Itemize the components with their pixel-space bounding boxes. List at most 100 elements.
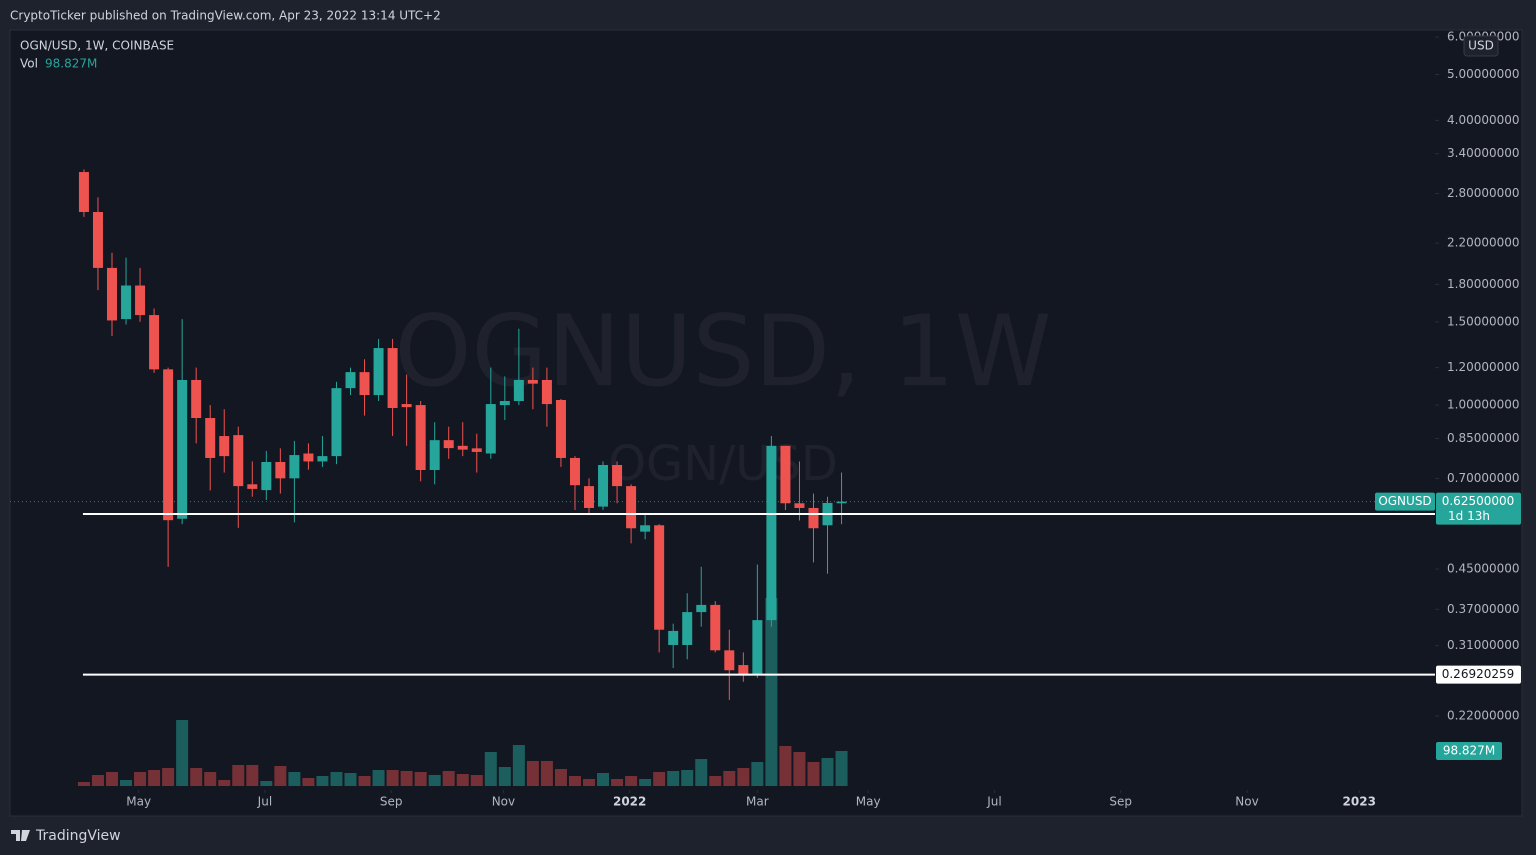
candle-layer [78, 169, 847, 700]
volume-bar [120, 780, 133, 786]
candle-body [499, 401, 510, 406]
candle-body [359, 372, 370, 396]
volume-bar [597, 773, 610, 786]
volume-bar [653, 772, 666, 786]
candle-body [317, 456, 328, 462]
y-tick-label: 1.00000000 [1447, 398, 1520, 412]
candle-body [808, 507, 819, 529]
candle-body [177, 379, 188, 519]
volume-bar [77, 781, 90, 786]
candle-body [527, 379, 538, 384]
candle-body [794, 503, 805, 508]
candle-body [387, 348, 398, 408]
last-price-name-tag [1375, 492, 1435, 511]
x-tick-label: Sep [1109, 795, 1132, 809]
volume-bar [807, 761, 820, 786]
candle-body [780, 445, 791, 504]
candle-body [696, 604, 707, 613]
footer-logo [11, 830, 30, 841]
symbol-legend: OGN/USD, 1W, COINBASE [20, 39, 174, 53]
volume-bar [526, 760, 539, 786]
x-tick-label: Nov [1235, 795, 1258, 809]
candle-body [724, 650, 735, 671]
volume-bar [779, 745, 792, 786]
candle-body [654, 525, 665, 630]
candle-body [163, 369, 174, 521]
volume-bar [540, 760, 553, 786]
volume-legend-title: Vol [20, 57, 38, 71]
volume-bar [316, 776, 329, 786]
candle-body [106, 267, 117, 321]
publish-header: CryptoTicker published on TradingView.co… [10, 9, 441, 23]
candle-body [612, 464, 623, 487]
candle-body [191, 379, 202, 419]
candle-body [275, 461, 286, 479]
x-tick-label: Jul [257, 795, 272, 809]
volume-bar [793, 752, 806, 786]
volume-bar [386, 769, 399, 786]
volume-bar [751, 761, 764, 786]
volume-bar [414, 772, 427, 786]
y-tick-label: 1.80000000 [1447, 277, 1520, 291]
candle-body [710, 604, 721, 651]
candle-body [415, 405, 426, 471]
candle-body [205, 418, 216, 458]
volume-bar [568, 776, 581, 786]
candle-body [219, 436, 230, 457]
candle-body [121, 285, 132, 320]
volume-bar [695, 759, 708, 786]
volume-bar [344, 773, 357, 786]
volume-bar [372, 769, 385, 786]
x-tick-label: May [856, 795, 881, 809]
candle-body [738, 665, 749, 676]
candle-body [584, 486, 595, 508]
candle-body [668, 630, 679, 645]
candle-body [640, 525, 651, 532]
candle-body [626, 486, 637, 529]
volume-bar [134, 772, 147, 786]
footer-brand: TradingView [35, 828, 121, 844]
logo-icon [11, 830, 30, 841]
candle-body [303, 453, 314, 462]
currency-button[interactable] [1463, 35, 1499, 57]
x-tick-label: 2023 [1343, 795, 1376, 809]
y-tick-label: 0.22000000 [1447, 709, 1520, 723]
volume-bar [442, 770, 455, 786]
candle-body [766, 445, 777, 621]
candle-body [457, 445, 468, 450]
volume-bar [681, 769, 694, 786]
candle-body [569, 457, 580, 486]
volume-bar [583, 778, 596, 786]
volume-bar [400, 770, 413, 786]
y-tick-label: 4.00000000 [1447, 113, 1520, 127]
candle-body [752, 620, 763, 676]
volume-bar [709, 776, 722, 786]
volume-bar [246, 765, 259, 786]
volume-bar [204, 772, 217, 786]
candle-body [247, 484, 258, 489]
volume-bar [232, 765, 245, 786]
volume-bar [835, 751, 848, 786]
volume-bar [148, 769, 161, 786]
candle-body [331, 388, 342, 457]
currency-label[interactable]: USD [1468, 39, 1494, 53]
volume-layer [77, 598, 848, 786]
candle-body [149, 315, 160, 370]
y-tick-label: 0.31000000 [1447, 638, 1520, 652]
candle-body [485, 404, 496, 454]
candle-body [373, 348, 384, 396]
y-tick-label: 5.00000000 [1447, 67, 1520, 81]
volume-tag-label: 98.827M [1443, 744, 1495, 758]
x-tick-label: Mar [746, 795, 769, 809]
volume-legend-value: 98.827M [45, 57, 97, 71]
volume-bar [737, 768, 750, 786]
y-tick-label: 0.85000000 [1447, 431, 1520, 445]
watermark-text: OGNUSD, 1W [394, 295, 1051, 409]
candle-body [443, 440, 454, 449]
price-line-label: 0.26920259 [1442, 667, 1515, 681]
volume-bar [484, 752, 497, 786]
y-tick-label: 0.45000000 [1447, 562, 1520, 576]
volume-bar [456, 773, 469, 786]
x-tick-label: 2022 [613, 795, 646, 809]
